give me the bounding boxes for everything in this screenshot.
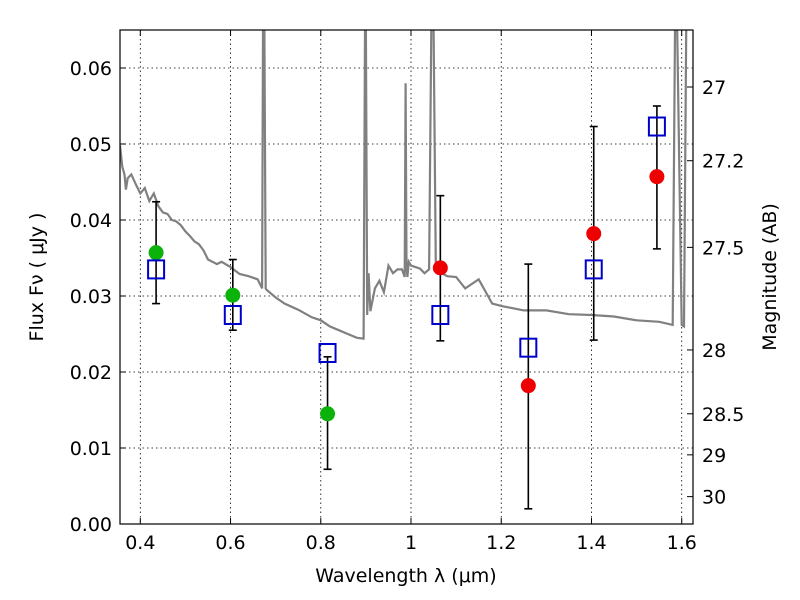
x-tick-label: 1.6	[667, 532, 697, 554]
data-point-square	[223, 305, 242, 325]
data-point-circle	[586, 226, 602, 242]
model-spectrum-line	[120, 30, 688, 340]
data-point-square	[431, 305, 450, 325]
secondary-y-axis-title: Magnitude (AB)	[759, 203, 781, 351]
y-axis: 0.00 0.01 0.02 0.03 0.04 0.05 0.06	[70, 58, 126, 536]
x-tick-label: 1.2	[486, 532, 516, 554]
data-point-circle	[320, 406, 336, 422]
plot-area	[120, 30, 688, 510]
data-point-circle	[148, 245, 164, 261]
data-point-square	[147, 259, 166, 280]
y2-tick-label: 30	[702, 487, 726, 509]
y2-tick-label: 27.2	[702, 151, 744, 173]
y2-tick-label: 28	[702, 340, 726, 362]
x-axis-title: Wavelength λ (μm)	[315, 565, 496, 587]
x-tick-label: 0.8	[306, 532, 336, 554]
x-axis: 0.4 0.6 0.8 1 1.2 1.4 1.6	[125, 30, 697, 554]
y2-tick-label: 29	[702, 445, 726, 467]
y-tick-label: 0.04	[70, 210, 112, 232]
data-points	[147, 105, 666, 510]
data-point-square	[519, 337, 538, 358]
data-point-circle	[520, 378, 536, 394]
y-tick-label: 0.03	[70, 286, 112, 308]
data-point-square	[318, 343, 337, 363]
y-tick-label: 0.05	[70, 134, 112, 156]
y-tick-label: 0.06	[70, 58, 112, 80]
x-tick-label: 1.4	[576, 532, 606, 554]
x-tick-label: 0.4	[125, 532, 155, 554]
y-axis-title: Flux Fν ( μJy )	[26, 213, 48, 342]
data-point-circle	[225, 287, 241, 303]
data-point-square	[584, 259, 603, 280]
y-tick-label: 0.01	[70, 438, 112, 460]
plot-frame	[119, 29, 694, 525]
y2-tick-label: 27.5	[702, 237, 744, 259]
x-tick-label: 1	[405, 532, 417, 554]
data-point-square	[647, 116, 666, 137]
secondary-y-axis: 27 27.2 27.5 28 28.5 29 30	[687, 77, 744, 509]
y-tick-label: 0.00	[70, 514, 112, 536]
data-point-circle	[432, 260, 448, 276]
x-tick-label: 0.6	[215, 532, 245, 554]
y-tick-label: 0.02	[70, 362, 112, 384]
data-point-circle	[649, 169, 665, 185]
y2-tick-label: 27	[702, 77, 726, 99]
y2-tick-label: 28.5	[702, 404, 744, 426]
